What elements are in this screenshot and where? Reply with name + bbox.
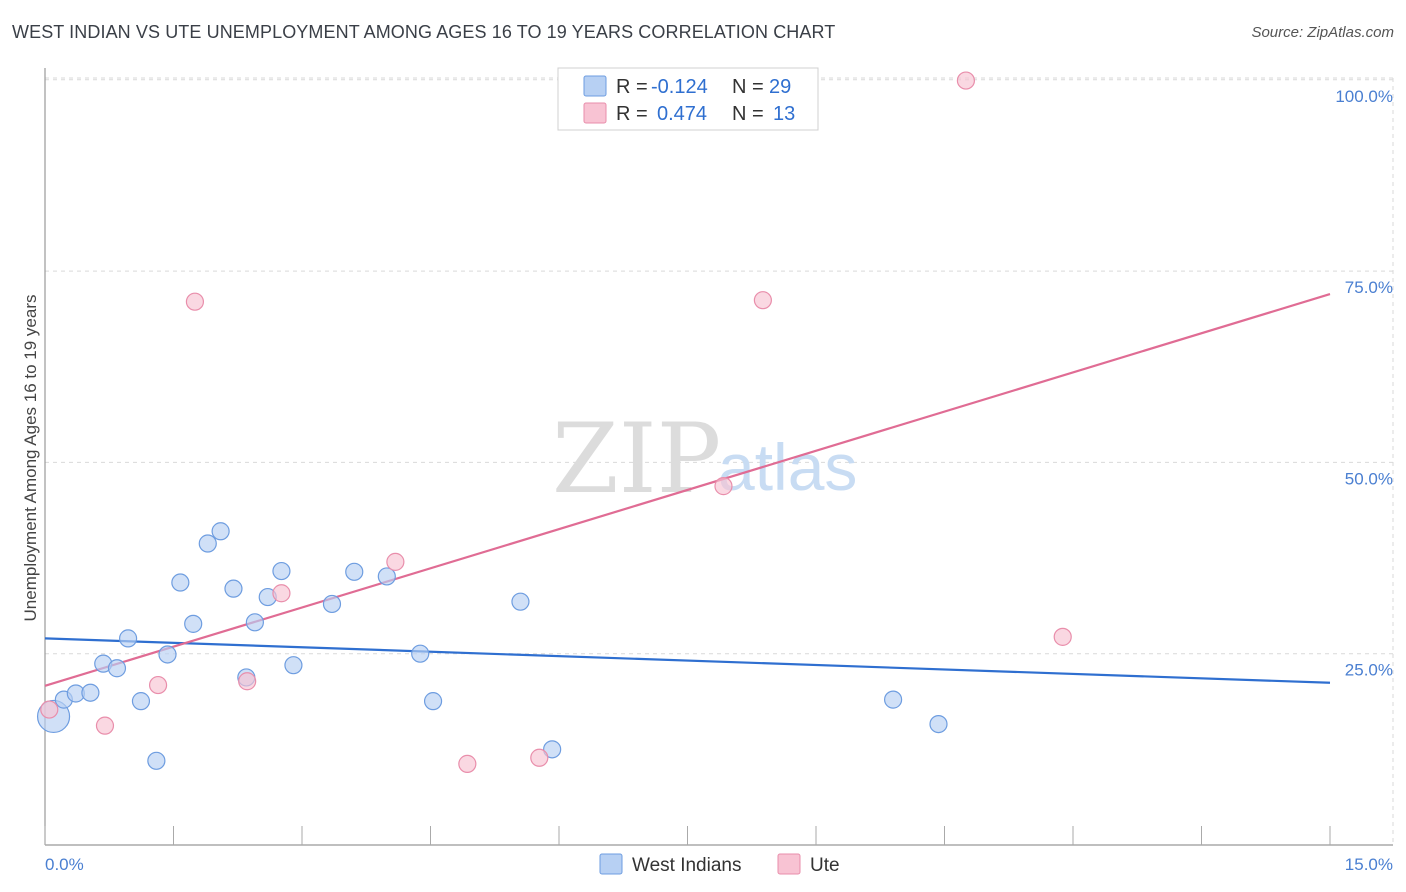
bottom-legend-label-ute: Ute (810, 855, 840, 876)
chart-title: WEST INDIAN VS UTE UNEMPLOYMENT AMONG AG… (12, 22, 836, 42)
west-indians-point-11 (184, 614, 203, 633)
west-indians-point-25 (511, 592, 530, 611)
bottom-legend-swatch-west-indians (599, 853, 623, 875)
y-tick-label-3: 100.0% (1335, 87, 1393, 106)
legend-r-value-1: 0.474 (657, 103, 707, 125)
bottom-legend-swatch-ute (777, 853, 801, 875)
data-points (36, 71, 1072, 773)
west-indians-point-5 (107, 659, 127, 678)
legend-n-value-0: 29 (769, 76, 791, 98)
west-indians-point-28 (929, 714, 948, 734)
west-indians-point-27 (883, 690, 903, 709)
source-credit: Source: ZipAtlas.com (1251, 24, 1394, 41)
stats-legend: R = -0.124 N = 29 R = 0.474 N = 13 (557, 67, 819, 131)
series-legend: West Indians Ute (599, 853, 840, 876)
legend-n-label-1: N = (732, 103, 764, 125)
west-indians-point-10 (171, 573, 190, 592)
x-tick-labels: 0.0% 15.0% (45, 855, 1393, 874)
legend-n-value-1: 13 (773, 103, 795, 125)
ute-point-4 (238, 672, 257, 691)
west-indians-point-9 (158, 645, 177, 664)
ute-point-8 (530, 748, 549, 767)
west-indians-point-3 (81, 683, 100, 702)
ute-point-7 (458, 754, 477, 773)
west-indians-point-23 (411, 644, 430, 663)
west-indians-point-6 (118, 629, 138, 648)
legend-r-label-1: R = (616, 103, 648, 125)
watermark-zip: ZIP (552, 403, 721, 515)
bottom-legend-label-west-indians: West Indians (632, 855, 741, 876)
west-indians-point-24 (423, 692, 443, 711)
ute-point-2 (148, 675, 168, 695)
ute-point-5 (272, 584, 291, 603)
legend-r-value-0: -0.124 (651, 76, 708, 98)
x-tick-label-0: 0.0% (45, 855, 84, 874)
west-indians-point-19 (284, 656, 303, 675)
y-tick-label-2: 75.0% (1345, 278, 1393, 297)
y-tick-label-0: 25.0% (1345, 661, 1393, 680)
y-tick-label-1: 50.0% (1345, 469, 1393, 488)
west-indians-point-22 (377, 567, 396, 586)
legend-swatch-ute (583, 102, 607, 124)
legend-swatch-west-indians (583, 75, 607, 97)
ute-point-6 (386, 552, 405, 571)
legend-n-label-0: N = (732, 76, 764, 98)
watermark-atlas: atlas (718, 430, 857, 504)
west-indians-point-26 (543, 740, 562, 759)
west-indians-point-13 (211, 522, 230, 541)
ute-point-0 (40, 700, 59, 719)
west-indians-point-21 (345, 562, 364, 581)
legend-r-label-0: R = (616, 76, 648, 98)
ute-point-11 (956, 71, 976, 90)
west-indians-point-16 (245, 613, 264, 632)
west-indians-point-12 (198, 534, 217, 553)
ute-point-12 (1053, 627, 1072, 646)
ute-point-1 (95, 716, 115, 735)
west-indians-point-14 (224, 579, 243, 598)
west-indians-point-7 (131, 692, 151, 711)
west-indians-point-8 (147, 751, 166, 770)
west-indians-point-20 (322, 594, 342, 614)
x-tick-label-1: 15.0% (1345, 855, 1393, 874)
y-axis-label: Unemployment Among Ages 16 to 19 years (21, 295, 40, 622)
ute-point-10 (753, 291, 772, 310)
trend-line-ute (44, 293, 1331, 687)
trend-line-west-indians (44, 637, 1331, 684)
y-tick-labels: 25.0% 50.0% 75.0% 100.0% (1335, 87, 1393, 680)
west-indians-point-18 (272, 561, 291, 581)
ute-point-3 (185, 292, 205, 311)
ute-point-9 (714, 477, 733, 496)
trend-lines (44, 293, 1331, 687)
